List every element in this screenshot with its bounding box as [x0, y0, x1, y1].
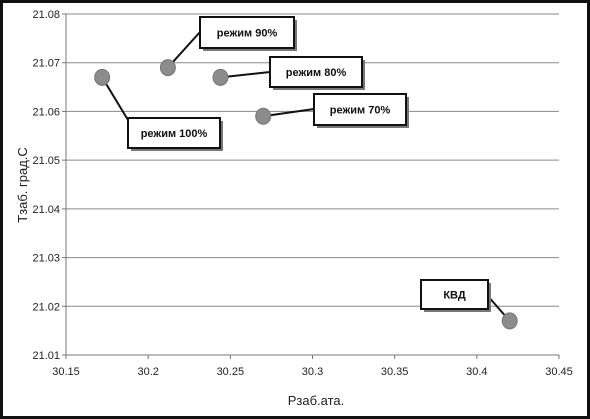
y-tick-label: 21.07 — [32, 58, 60, 70]
x-tick-label: 30.45 — [545, 366, 573, 378]
x-tick-label: 30.25 — [217, 366, 245, 378]
data-point-label: режим 70% — [330, 105, 391, 117]
y-tick-label: 21.05 — [32, 155, 60, 167]
axis-layer — [62, 13, 560, 359]
point-layer — [94, 59, 518, 330]
data-point-marker — [159, 59, 176, 77]
data-point-label: режим 90% — [217, 28, 278, 40]
data-point-label: режим 100% — [141, 128, 208, 140]
x-tick-label: 30.2 — [137, 366, 158, 378]
data-point-label: режим 80% — [286, 67, 347, 79]
x-tick-label: 30.4 — [466, 366, 487, 378]
y-tick-label: 21.04 — [32, 204, 60, 216]
x-axis-title: Рзаб.ата. — [288, 393, 345, 408]
x-tick-label: 30.35 — [381, 366, 409, 378]
x-tick-label: 30.3 — [302, 366, 323, 378]
callout-layer: режим 100% режим 90% режим 80% режим 70% КВД — [127, 16, 491, 312]
data-point-marker — [255, 107, 272, 125]
x-tick-label: 30.15 — [52, 366, 80, 378]
callout-box — [420, 279, 489, 310]
data-point-marker — [212, 68, 229, 86]
data-point-marker — [501, 312, 518, 330]
y-tick-label: 21.06 — [32, 106, 60, 118]
callout-box — [313, 93, 407, 126]
callout-leader-line — [220, 71, 271, 79]
data-point-marker — [94, 68, 111, 86]
y-tick-label: 21.01 — [32, 350, 60, 362]
callout-box — [199, 16, 295, 49]
y-tick-label: 21.02 — [32, 301, 60, 313]
data-point-label: КВД — [443, 290, 466, 302]
tick-layer: 21.01 21.02 21.03 21.04 21.05 21.06 21.07 21.08… — [32, 9, 572, 378]
callout-box — [127, 117, 221, 149]
y-tick-label: 21.03 — [32, 253, 60, 265]
callout-leader-line — [263, 108, 315, 118]
y-tick-label: 21.08 — [32, 9, 60, 21]
y-axis-title: Тзаб. град.С — [15, 147, 30, 223]
callout-box — [269, 56, 363, 88]
